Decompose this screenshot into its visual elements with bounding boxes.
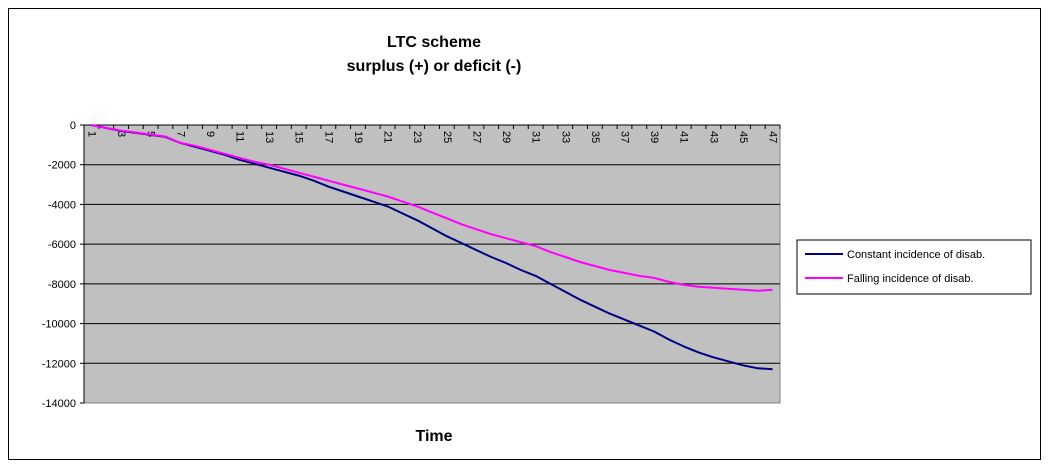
y-tick-label: -2000: [48, 160, 76, 172]
x-tick-label: 21: [382, 131, 394, 143]
y-tick-label: -6000: [48, 239, 76, 251]
legend-label-1: Constant incidence of disab.: [847, 249, 985, 261]
legend-label-2: Falling incidence of disab.: [847, 273, 974, 285]
chart-area: LTC scheme surplus (+) or deficit (-) 0 -…: [8, 8, 1041, 460]
x-tick-label: 15: [293, 131, 305, 143]
chart-subtitle: surplus (+) or deficit (-): [347, 58, 522, 75]
x-tick-label: 13: [263, 131, 275, 143]
x-tick-label: 11: [233, 131, 245, 142]
chart-title: LTC scheme: [387, 34, 481, 51]
legend: Constant incidence of disab. Falling inci…: [796, 239, 1032, 295]
x-tick-label: 9: [204, 131, 216, 137]
x-tick-label: 43: [707, 131, 719, 143]
y-tick-label: -10000: [42, 319, 76, 331]
x-tick-label: 37: [619, 131, 631, 143]
x-tick-label: 35: [589, 131, 601, 143]
y-tick-label: 0: [70, 120, 76, 132]
plot-background: [83, 124, 781, 404]
x-tick-label: 41: [678, 131, 690, 143]
plot-area: 0 -2000 -4000 -6000 -8000 -10000 -12000 -14000 1…: [42, 120, 781, 410]
y-tick-label: -14000: [42, 398, 76, 410]
legend-box: [796, 239, 1032, 295]
x-tick-label: 33: [559, 131, 571, 143]
x-tick-label: 45: [737, 131, 749, 143]
x-tick-label: 25: [441, 131, 453, 143]
x-tick-label: 31: [530, 131, 542, 143]
x-tick-label: 29: [500, 131, 512, 143]
y-tick-label: -12000: [42, 358, 76, 370]
x-tick-label: 3: [115, 131, 127, 137]
x-axis-label: Time: [415, 428, 452, 445]
x-tick-label: 17: [322, 131, 334, 143]
x-tick-label: 39: [648, 131, 660, 143]
line-chart: LTC scheme surplus (+) or deficit (-) 0 -…: [42, 34, 1032, 445]
x-tick-label: 7: [174, 131, 186, 137]
series-line-2: [91, 124, 773, 292]
x-tick-label: 47: [767, 131, 779, 143]
x-tick-label: 1: [85, 131, 97, 137]
y-tick-label: -8000: [48, 279, 76, 291]
x-tick-label: 27: [470, 131, 482, 143]
x-tick-label: 19: [352, 131, 364, 143]
x-tick-label: 23: [411, 131, 423, 143]
y-tick-label: -4000: [48, 199, 76, 211]
